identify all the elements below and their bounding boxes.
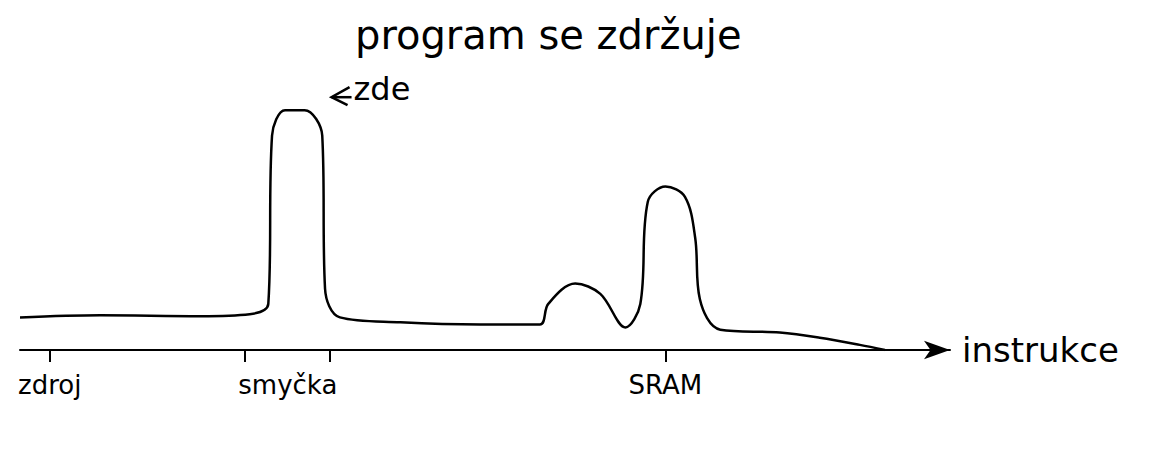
svg-text:zdroj: zdroj <box>18 370 81 400</box>
svg-text:instrukce: instrukce <box>962 330 1119 370</box>
svg-text:SRAM: SRAM <box>629 370 703 400</box>
svg-text:program se zdržuje: program se zdržuje <box>355 12 742 58</box>
svg-text:smyčka: smyčka <box>238 370 337 400</box>
svg-text:zde: zde <box>354 70 411 108</box>
